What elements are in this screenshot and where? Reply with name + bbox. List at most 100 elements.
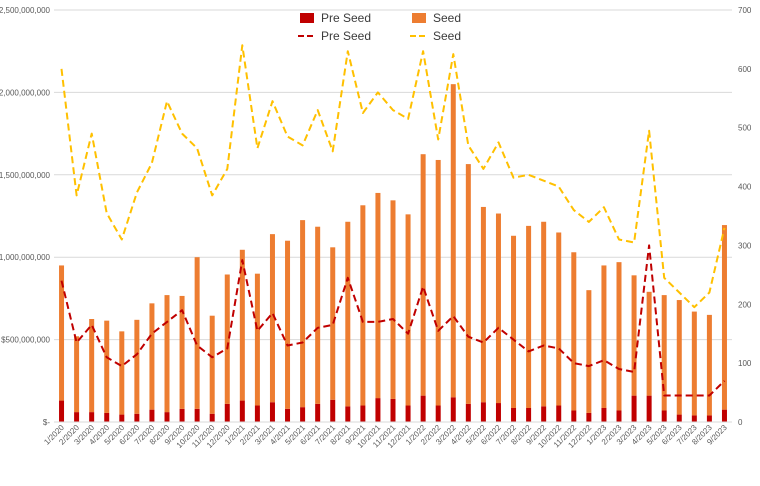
bar-pre-seed xyxy=(104,412,110,422)
bar-pre-seed xyxy=(616,410,622,422)
line-pre-seed xyxy=(60,244,726,397)
bar-pre-seed xyxy=(119,414,125,422)
bar-pre-seed xyxy=(526,407,532,422)
bar-pre-seed xyxy=(721,409,727,422)
legend-swatch xyxy=(300,13,314,23)
bar-seed xyxy=(526,225,532,408)
bar-seed xyxy=(601,265,607,408)
legend: Pre Seed Seed Pre Seed Seed xyxy=(298,11,461,43)
bar-pre-seed xyxy=(390,398,396,422)
bar-seed xyxy=(119,331,125,415)
bar-seed xyxy=(390,200,396,399)
bar-seed xyxy=(300,220,306,408)
bar-seed xyxy=(164,295,170,413)
bar-seed xyxy=(269,234,275,403)
bar-pre-seed xyxy=(254,405,260,422)
bar-pre-seed xyxy=(134,413,140,422)
y-right-tick-label: 200 xyxy=(738,300,752,309)
bar-pre-seed xyxy=(345,406,351,422)
bar-pre-seed xyxy=(194,408,200,422)
y-right-tick-label: 100 xyxy=(738,359,752,368)
bar-pre-seed xyxy=(541,406,547,422)
bar-pre-seed xyxy=(300,407,306,422)
bar-seed xyxy=(330,247,336,400)
bar-seed xyxy=(420,154,426,396)
bar-seed xyxy=(706,314,712,416)
bar-seed xyxy=(149,303,155,410)
bar-seed xyxy=(209,315,215,414)
bar-seed xyxy=(134,319,140,414)
bar-pre-seed xyxy=(495,403,501,422)
bar-pre-seed xyxy=(164,412,170,422)
bar-pre-seed xyxy=(315,403,321,422)
bar-seed xyxy=(646,291,652,396)
bar-seed xyxy=(360,205,366,406)
bar-seed xyxy=(511,235,517,408)
bar-pre-seed xyxy=(465,403,471,422)
bar-pre-seed xyxy=(59,400,65,422)
bar-pre-seed xyxy=(149,409,155,422)
bar-pre-seed xyxy=(405,405,411,422)
legend-label: Seed xyxy=(433,29,461,43)
bar-pre-seed xyxy=(676,414,682,422)
bar-pre-seed xyxy=(435,405,441,422)
y-left-tick-label: $1,000,000,000 xyxy=(0,253,51,262)
bar-pre-seed xyxy=(571,410,577,422)
y-right-tick-label: 300 xyxy=(738,241,752,250)
bar-pre-seed xyxy=(375,398,381,422)
bar-seed xyxy=(89,319,95,413)
bar-seed xyxy=(345,221,351,407)
bar-pre-seed xyxy=(556,405,562,422)
bar-seed xyxy=(450,84,456,398)
bar-seed xyxy=(375,192,381,399)
bar-seed xyxy=(435,159,441,406)
bar-seed xyxy=(631,275,637,396)
y-right-tick-label: 400 xyxy=(738,183,752,192)
bar-seed xyxy=(179,295,185,409)
bar-pre-seed xyxy=(239,400,245,422)
bar-pre-seed xyxy=(586,412,592,422)
bar-seed xyxy=(194,257,200,409)
lines xyxy=(60,44,726,397)
y-left-tick-label: $1,500,000,000 xyxy=(0,171,51,180)
bar-pre-seed xyxy=(420,395,426,422)
bar-seed xyxy=(661,295,667,411)
bar-seed xyxy=(239,249,245,401)
bar-seed xyxy=(721,225,727,410)
bar-pre-seed xyxy=(285,408,291,422)
y-left-tick-label: $500,000,000 xyxy=(1,336,50,345)
bar-seed xyxy=(59,265,65,401)
bar-pre-seed xyxy=(661,410,667,422)
bar-seed xyxy=(285,240,291,409)
bar-seed xyxy=(691,311,697,416)
bars xyxy=(59,84,727,422)
bar-pre-seed xyxy=(269,402,275,422)
bar-pre-seed xyxy=(646,395,652,422)
bar-pre-seed xyxy=(179,408,185,422)
bar-seed xyxy=(480,206,486,403)
bar-pre-seed xyxy=(224,403,230,422)
bar-pre-seed xyxy=(706,415,712,422)
bar-seed xyxy=(74,336,80,413)
y-left-tick-label: $2,500,000,000 xyxy=(0,6,51,15)
bar-pre-seed xyxy=(209,413,215,422)
bar-pre-seed xyxy=(691,415,697,422)
bar-seed xyxy=(254,273,260,406)
y-right-tick-label: 700 xyxy=(738,6,752,15)
bar-pre-seed xyxy=(360,405,366,422)
bar-pre-seed xyxy=(330,399,336,422)
y-right-tick-label: 500 xyxy=(738,124,752,133)
bar-seed xyxy=(676,300,682,415)
bar-seed xyxy=(495,213,501,404)
legend-label: Pre Seed xyxy=(321,29,371,43)
line-seed xyxy=(60,44,726,309)
legend-label: Seed xyxy=(433,11,461,25)
bar-seed xyxy=(556,232,562,406)
bar-seed xyxy=(315,226,321,404)
bar-seed xyxy=(541,221,547,407)
bar-seed xyxy=(616,262,622,411)
legend-swatch xyxy=(412,13,426,23)
bar-seed xyxy=(465,164,471,404)
